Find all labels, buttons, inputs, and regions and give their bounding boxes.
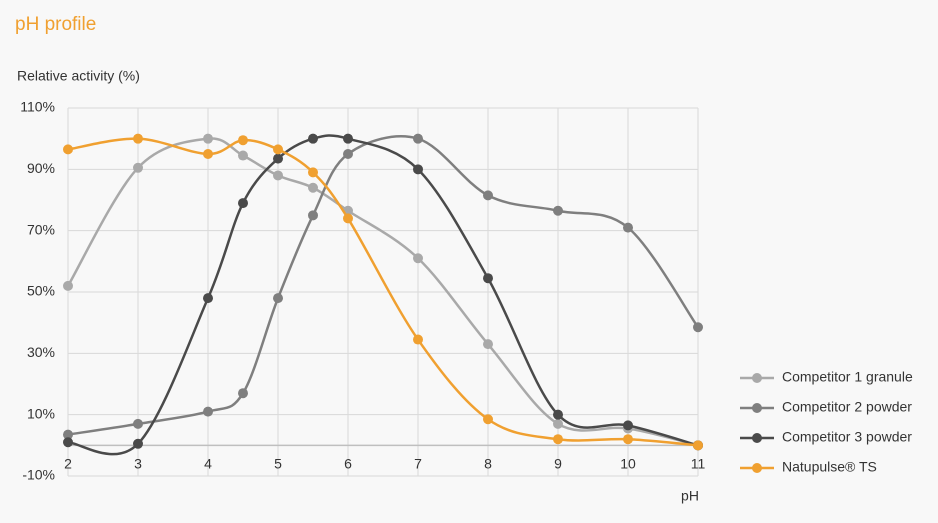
chart-title: pH profile bbox=[15, 14, 96, 35]
data-point bbox=[238, 388, 248, 399]
data-point bbox=[483, 273, 493, 284]
x-tick-label: 9 bbox=[554, 456, 562, 472]
data-point bbox=[623, 434, 633, 445]
data-point bbox=[133, 438, 143, 449]
data-point bbox=[483, 190, 493, 201]
data-point bbox=[273, 170, 283, 181]
data-point bbox=[413, 334, 423, 345]
x-tick-label: 7 bbox=[414, 456, 422, 472]
data-point bbox=[203, 293, 213, 304]
x-tick-label: 3 bbox=[134, 456, 142, 472]
x-tick-label: 5 bbox=[274, 456, 282, 472]
y-tick-label: 50% bbox=[27, 283, 55, 299]
data-point bbox=[238, 150, 248, 161]
data-point bbox=[308, 133, 318, 144]
data-point bbox=[133, 418, 143, 429]
data-point bbox=[693, 322, 703, 333]
data-point bbox=[483, 414, 493, 425]
legend-marker bbox=[752, 433, 762, 443]
data-point bbox=[343, 213, 353, 224]
data-point bbox=[308, 182, 318, 193]
data-point bbox=[63, 437, 73, 448]
data-point bbox=[413, 133, 423, 144]
data-point bbox=[343, 149, 353, 159]
data-point bbox=[273, 144, 283, 155]
data-point bbox=[63, 144, 73, 155]
legend-label: Competitor 1 granule bbox=[782, 369, 913, 385]
data-point bbox=[133, 162, 143, 173]
y-tick-label: 30% bbox=[27, 344, 55, 360]
data-point bbox=[623, 222, 633, 233]
y-tick-label: -10% bbox=[22, 467, 55, 483]
data-point bbox=[273, 293, 283, 304]
y-tick-label: 110% bbox=[20, 99, 55, 115]
data-point bbox=[413, 253, 423, 264]
x-tick-label: 2 bbox=[64, 456, 72, 472]
legend-marker bbox=[752, 463, 762, 473]
data-point bbox=[343, 133, 353, 144]
data-point bbox=[238, 135, 248, 146]
x-tick-label: 6 bbox=[344, 456, 352, 472]
x-tick-label: 10 bbox=[620, 456, 636, 472]
data-point bbox=[203, 406, 213, 417]
y-tick-label: 90% bbox=[27, 160, 55, 176]
data-point bbox=[693, 440, 703, 451]
legend-label: Natupulse® TS bbox=[782, 459, 877, 475]
data-point bbox=[63, 280, 73, 291]
x-tick-label: 4 bbox=[204, 456, 212, 472]
data-point bbox=[623, 420, 633, 431]
data-point bbox=[553, 418, 563, 429]
data-point bbox=[413, 164, 423, 175]
data-point bbox=[308, 210, 318, 221]
x-axis-label: pH bbox=[681, 488, 699, 504]
data-point bbox=[553, 409, 563, 420]
data-point bbox=[203, 133, 213, 144]
data-point bbox=[273, 153, 283, 164]
x-tick-label: 8 bbox=[484, 456, 492, 472]
legend-marker bbox=[752, 373, 762, 383]
data-point bbox=[63, 429, 73, 440]
y-tick-label: 70% bbox=[27, 221, 55, 237]
data-point bbox=[483, 339, 493, 350]
data-point bbox=[308, 167, 318, 178]
data-point bbox=[553, 434, 563, 445]
data-point bbox=[553, 205, 563, 216]
y-tick-label: 10% bbox=[27, 405, 55, 421]
x-tick-label: 11 bbox=[691, 456, 706, 472]
legend-marker bbox=[752, 403, 762, 413]
data-point bbox=[133, 133, 143, 144]
legend-label: Competitor 3 powder bbox=[782, 429, 912, 445]
legend-label: Competitor 2 powder bbox=[782, 399, 912, 415]
y-axis-label: Relative activity (%) bbox=[17, 68, 140, 84]
data-point bbox=[203, 149, 213, 159]
data-point bbox=[238, 198, 248, 209]
